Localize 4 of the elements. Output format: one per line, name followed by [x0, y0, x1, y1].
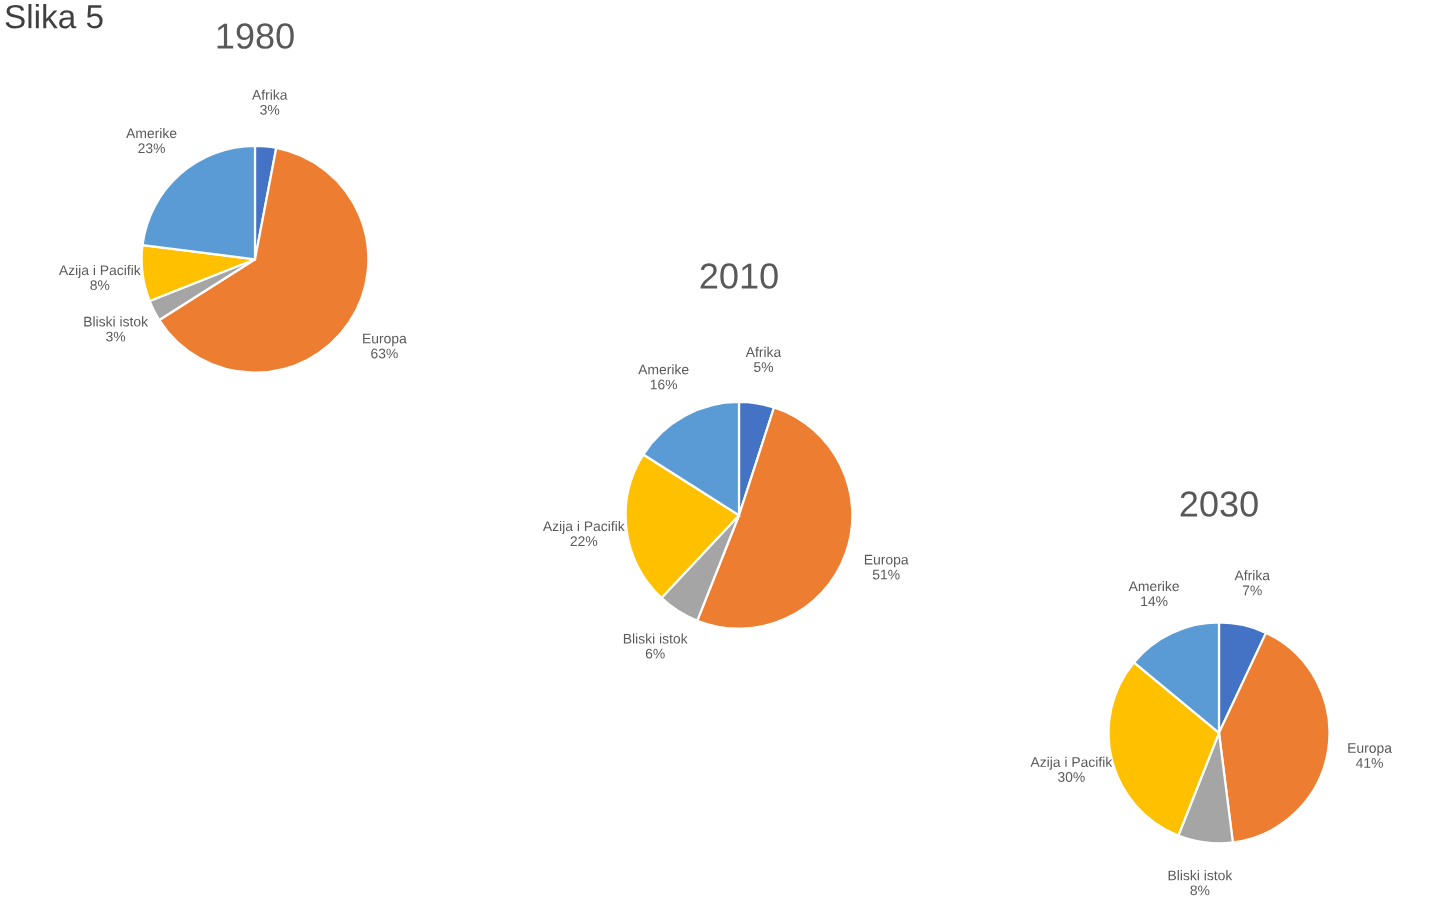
chart-title: 2010: [700, 263, 778, 289]
chart-title: 1980: [217, 23, 294, 49]
text: Slika 5: [5, 4, 103, 29]
chart-title: 2030: [1180, 491, 1258, 517]
